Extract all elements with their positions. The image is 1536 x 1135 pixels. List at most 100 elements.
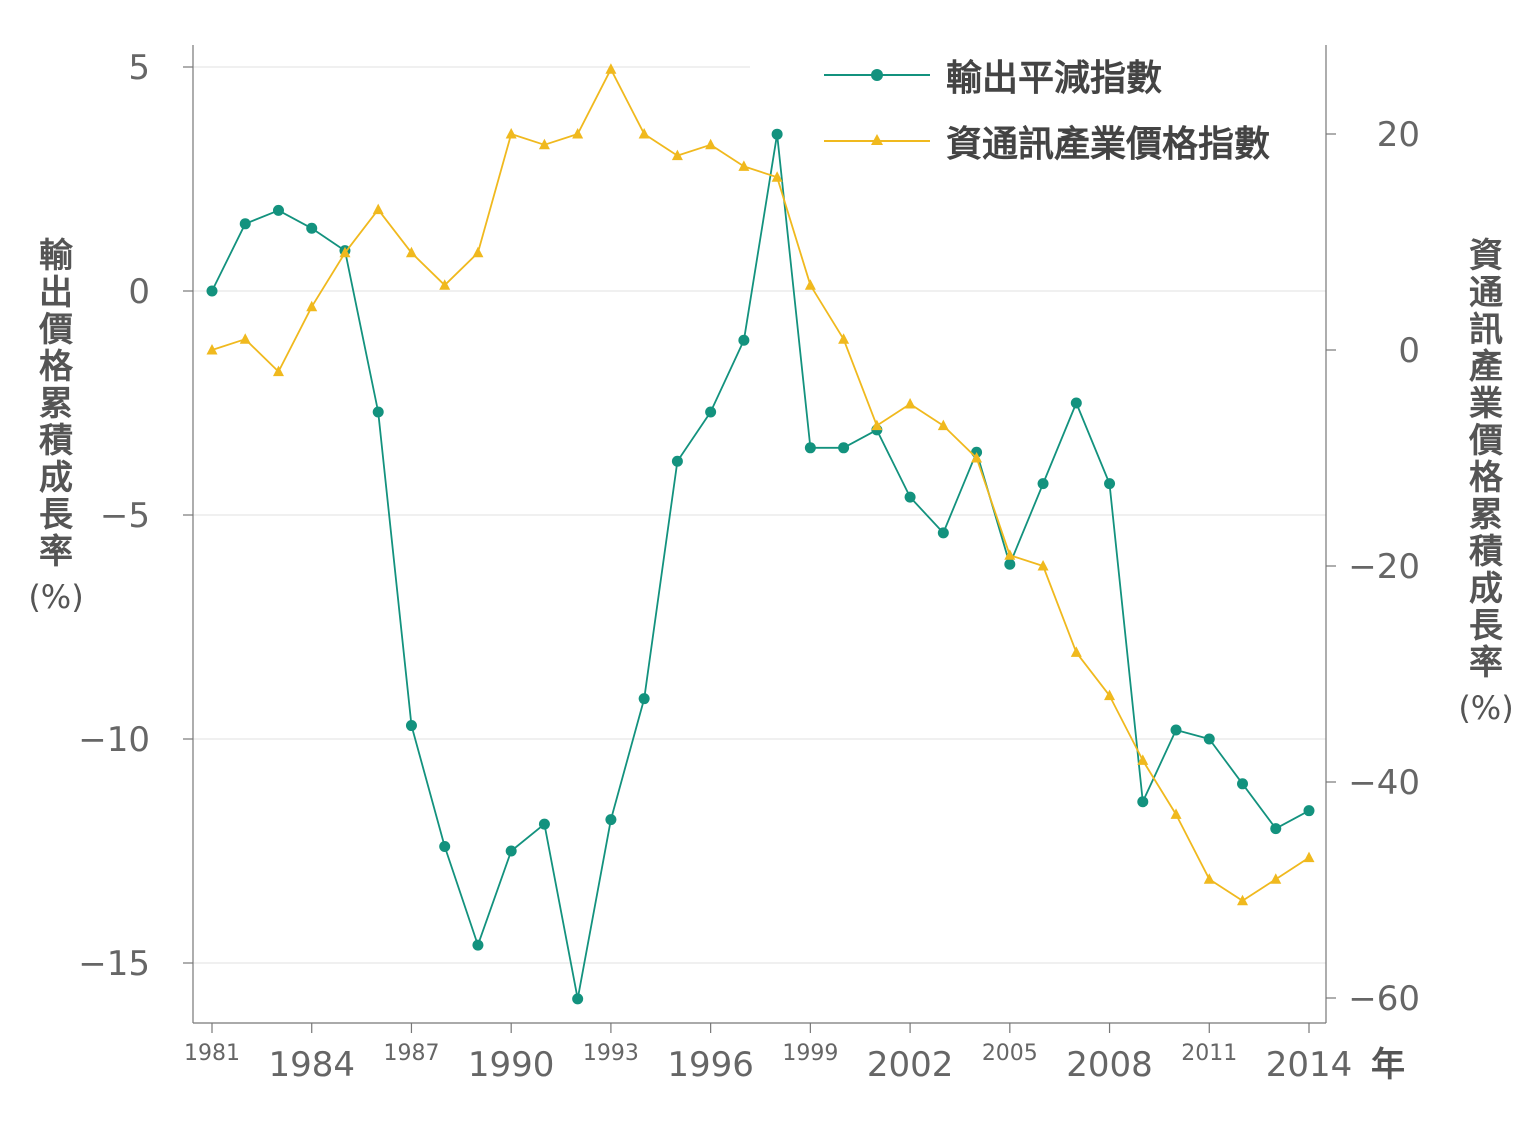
data-point — [804, 279, 816, 290]
data-point — [1070, 646, 1082, 657]
legend-label-ict: 資通訊產業價格指數 — [946, 124, 1271, 165]
data-point — [1004, 558, 1016, 570]
data-point — [405, 720, 417, 732]
tick-labels: 5 0 −5 −10 −15 20 0 −20 −40 −60 1981 1987 1993 1999 20… — [78, 48, 1420, 1085]
data-point — [1070, 397, 1082, 409]
data-point — [671, 455, 683, 467]
left-axis-title-char: 輸 — [39, 236, 73, 276]
data-point — [605, 63, 617, 74]
data-point — [738, 334, 750, 346]
gridlines — [193, 66, 1326, 964]
data-point — [572, 128, 584, 139]
x-tick-label-large: 2002 — [867, 1045, 954, 1085]
series-layer — [206, 63, 1315, 1005]
data-point — [272, 204, 284, 216]
right-axis-title-char: 業 — [1469, 384, 1503, 424]
x-tick-label-large: 1996 — [667, 1045, 754, 1085]
left-axis-title-char: 成 — [39, 458, 73, 498]
x-tick-label-small: 1999 — [782, 1041, 838, 1066]
right-tick-label: 20 — [1377, 115, 1420, 155]
right-axis-title-char: 資 — [1469, 236, 1503, 276]
legend-swatch-circle — [824, 69, 930, 81]
right-axis-title-char: 通 — [1469, 273, 1503, 313]
data-point — [904, 398, 916, 409]
data-point — [838, 333, 850, 344]
left-tick-label: −5 — [100, 496, 150, 536]
right-axis-title-char: 格 — [1469, 458, 1503, 498]
x-tick-label-small: 1987 — [383, 1041, 439, 1066]
data-point — [439, 841, 451, 853]
series-line — [211, 68, 1310, 902]
data-point — [605, 814, 617, 826]
data-point — [738, 160, 750, 171]
data-point — [937, 419, 949, 431]
left-tick-label: −15 — [78, 944, 150, 984]
left-axis-title-char: 累 — [39, 384, 73, 424]
legend-label-export: 輸出平減指數 — [946, 58, 1163, 99]
legend-swatch-triangle — [824, 134, 930, 145]
left-axis-unit: (%) — [28, 578, 84, 616]
left-tick-label: −10 — [78, 720, 150, 760]
left-axis-title-char: 格 — [39, 347, 73, 387]
left-tick-label: 0 — [128, 272, 150, 312]
data-point — [804, 442, 816, 454]
x-axis-unit: 年 — [1371, 1045, 1405, 1085]
data-point — [638, 128, 650, 139]
data-point — [272, 365, 284, 377]
right-tick-label: −40 — [1348, 763, 1420, 803]
data-point — [1004, 549, 1016, 560]
data-point — [572, 993, 584, 1005]
data-point — [1104, 478, 1116, 490]
right-axis-title-char: 產 — [1469, 347, 1503, 387]
left-axis-title-char: 價 — [39, 310, 73, 350]
x-tick-label-small: 2011 — [1181, 1041, 1237, 1066]
legend: 輸出平減指數 資通訊產業價格指數 — [822, 42, 1270, 174]
data-point — [1037, 560, 1049, 571]
data-point — [838, 442, 850, 454]
data-point — [1137, 754, 1149, 765]
right-axis-title-char: 訊 — [1469, 310, 1503, 350]
data-point — [239, 218, 251, 230]
data-point — [239, 333, 251, 344]
data-point — [1203, 733, 1215, 745]
data-point — [771, 171, 783, 182]
right-axis-title-char: 率 — [1469, 643, 1503, 683]
data-point — [306, 222, 318, 234]
data-point — [306, 300, 318, 312]
data-point — [705, 138, 717, 150]
right-tick-label: 0 — [1398, 331, 1420, 371]
data-point — [771, 128, 783, 140]
x-tick-label-small: 1993 — [583, 1041, 639, 1066]
data-point — [871, 419, 883, 431]
data-point — [405, 246, 417, 258]
right-axis-title: 資通訊產業價格累積成長率 (%) — [1458, 236, 1513, 727]
data-point — [505, 128, 517, 139]
data-point — [505, 845, 517, 857]
left-axis-title-char: 出 — [39, 273, 73, 313]
data-point — [538, 138, 550, 150]
left-axis-title-char: 積 — [39, 421, 73, 461]
data-point — [372, 203, 384, 215]
left-axis-title-char: 長 — [39, 495, 73, 535]
data-point — [1303, 851, 1315, 863]
data-point — [1170, 724, 1182, 736]
series-export-deflator — [206, 128, 1315, 1005]
data-point — [971, 452, 983, 463]
x-tick-label-small: 1981 — [184, 1041, 240, 1066]
right-tick-label: −60 — [1348, 979, 1420, 1019]
data-point — [904, 491, 916, 503]
data-point — [1270, 873, 1282, 884]
axes — [183, 45, 1336, 1033]
data-point — [1237, 778, 1249, 790]
right-tick-label: −20 — [1348, 547, 1420, 587]
data-point — [1104, 689, 1116, 701]
right-axis-title-char: 價 — [1469, 421, 1503, 461]
data-point — [1137, 796, 1149, 808]
right-axis-title-char: 長 — [1469, 606, 1503, 646]
data-point — [472, 246, 484, 258]
right-axis-title-char: 成 — [1469, 569, 1503, 609]
data-point — [439, 279, 451, 290]
data-point — [937, 527, 949, 539]
left-axis-title-char: 率 — [39, 532, 73, 572]
